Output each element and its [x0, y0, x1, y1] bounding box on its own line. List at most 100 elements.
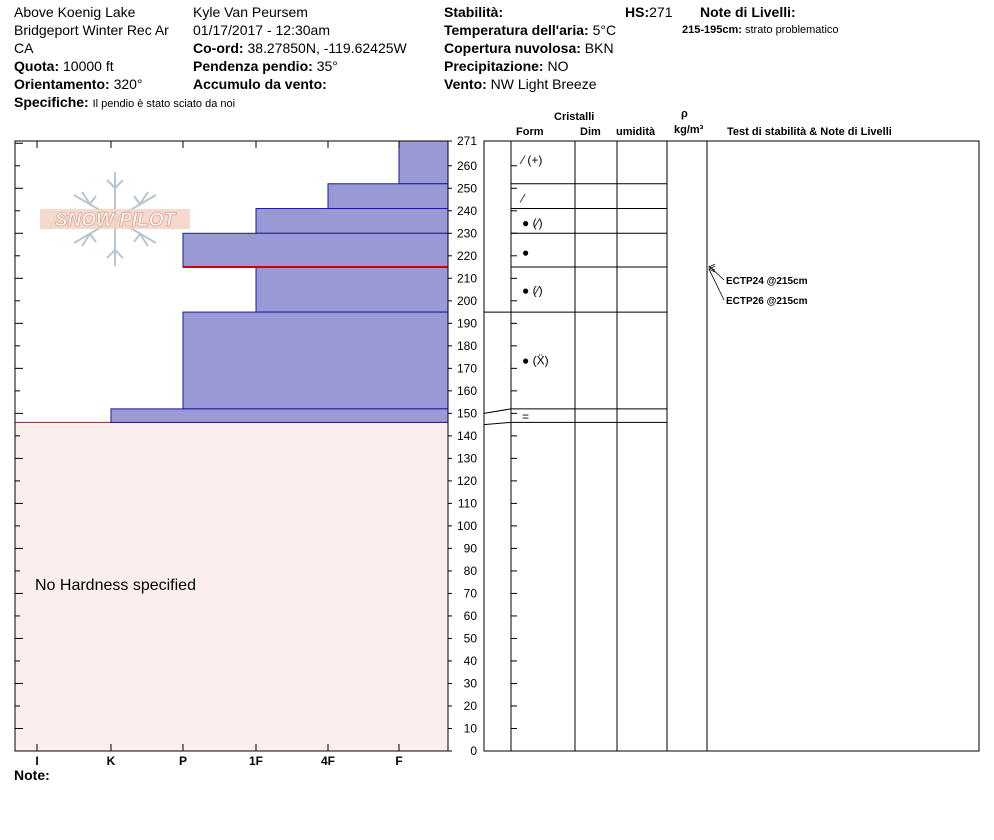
region: Bridgeport Winter Rec Ar	[14, 22, 169, 38]
unspecified-hardness-area	[15, 422, 448, 751]
crystal-form-symbol: ● (⁄)	[522, 216, 543, 230]
crystal-form-symbol: ⁄ (+)	[519, 153, 542, 167]
form-header: Form	[516, 126, 544, 138]
observation-datetime: 01/17/2017 - 12:30am	[193, 22, 330, 38]
depth-tick-label: 10	[464, 721, 478, 735]
snowpilot-logo: SNOW PILOT	[40, 172, 190, 266]
stability-test-arrow	[708, 268, 725, 301]
precip-label: Precipitazione:	[444, 58, 544, 74]
coord-label: Co-ord:	[193, 40, 244, 56]
slope-label: Pendenza pendio:	[193, 58, 313, 74]
crystal-layer-rows	[483, 140, 667, 426]
hardness-layer-bar	[398, 140, 449, 185]
dim-header: Dim	[580, 126, 601, 138]
density-unit-header: kg/m³	[674, 124, 704, 136]
depth-tick-label: 30	[464, 676, 478, 690]
depth-connector-line	[483, 421, 512, 426]
depth-tick-label: 130	[457, 451, 477, 465]
hardness-tick-label: I	[35, 754, 38, 768]
rho-header: ρ	[681, 108, 688, 120]
stability-label: Stabilità:	[444, 4, 504, 20]
depth-tick-label: 180	[457, 339, 477, 353]
hardness-tick-label: 1F	[249, 754, 263, 768]
hardness-layer-bar	[255, 266, 449, 313]
hardness-tick-label: F	[395, 754, 402, 768]
layer-notes-label: Note di Livelli:	[700, 4, 796, 20]
aspect: Orientamento: 320°	[14, 76, 143, 92]
depth-tick-label: 220	[457, 249, 477, 263]
hardness-layer-bar	[255, 208, 449, 234]
slope-angle: Pendenza pendio: 35°	[193, 58, 338, 74]
air-temp-value: 5°C	[592, 22, 617, 38]
hs-value: 271	[649, 4, 673, 20]
hardness-layers	[15, 140, 449, 751]
specifics-label: Specifiche:	[14, 94, 89, 110]
crystal-form-symbol: ● (Ẍ)	[522, 353, 549, 367]
crystal-form-symbol: =	[522, 410, 529, 424]
cloud-cover: Copertura nuvolosa: BKN	[444, 40, 614, 56]
hardness-axis: I K P 1F 4F F	[35, 141, 403, 768]
aspect-label: Orientamento:	[14, 76, 110, 92]
depth-tick-label: 0	[470, 744, 477, 758]
wind-value: NW Light Breeze	[490, 76, 597, 92]
coordinates: Co-ord: 38.27850N, -119.62425W	[193, 40, 407, 56]
slope-value: 35°	[316, 58, 338, 74]
crystal-form-symbol: ⁄	[519, 191, 526, 205]
depth-tick-label: 50	[464, 631, 478, 645]
profile-table-frame	[483, 140, 980, 752]
depth-tick-label: 80	[464, 564, 478, 578]
hardness-tick-label: P	[179, 754, 187, 768]
hardness-layer-bar	[182, 311, 449, 410]
depth-tick-label: 200	[457, 294, 477, 308]
location-name: Above Koenig Lake	[14, 4, 136, 20]
air-temperature: Temperatura dell'aria: 5°C	[444, 22, 616, 38]
state: CA	[14, 40, 34, 56]
moisture-header: umidità	[616, 126, 656, 138]
elevation-value: 10000 ft	[63, 58, 114, 74]
note-label: Note:	[14, 767, 50, 783]
crystal-form-symbol: ●	[522, 245, 529, 259]
stability-test-label: ECTP26 @215cm	[726, 296, 808, 307]
depth-tick-label: 230	[457, 226, 477, 240]
elevation-label: Quota:	[14, 58, 60, 74]
observer: Kyle Van Peursem	[193, 4, 308, 20]
depth-tick-label: 20	[464, 699, 478, 713]
logo-text: SNOW PILOT	[55, 210, 177, 231]
left-axis-ticks	[15, 142, 23, 752]
crystals-header: Cristalli	[554, 111, 595, 123]
air-temp-label: Temperatura dell'aria:	[444, 22, 589, 38]
stability-test-arrowhead	[708, 263, 716, 271]
wind-label: Vento:	[444, 76, 487, 92]
depth-tick-label: 170	[457, 361, 477, 375]
tests-notes-header: Test di stabilità & Note di Livelli	[727, 126, 892, 138]
depth-tick-label: 70	[464, 586, 478, 600]
depth-tick-label: 271	[457, 134, 477, 148]
stability-test-label: ECTP24 @215cm	[726, 276, 808, 287]
depth-tick-label: 120	[457, 474, 477, 488]
hardness-layer-bar	[182, 232, 449, 268]
hardness-tick-label: 4F	[321, 754, 335, 768]
depth-tick-label: 60	[464, 609, 478, 623]
precip-value: NO	[547, 58, 569, 74]
depth-tick-label: 190	[457, 316, 477, 330]
hardness-layer-bar	[327, 183, 449, 210]
stability-test-arrowhead	[708, 265, 716, 273]
layer-note-depth: 215-195cm:	[682, 24, 742, 36]
depth-tick-label: 160	[457, 384, 477, 398]
depth-tick-label: 100	[457, 519, 477, 533]
depth-tick-label: 150	[457, 406, 477, 420]
depth-tick-label: 110	[458, 496, 477, 510]
crystal-form-symbol: ● (⁄)	[522, 284, 543, 298]
precipitation: Precipitazione: NO	[444, 58, 568, 74]
cloud-label: Copertura nuvolosa:	[444, 40, 581, 56]
layer-note-text: strato problematico	[745, 24, 839, 36]
cloud-value: BKN	[584, 40, 614, 56]
hardness-tick-label: K	[107, 754, 116, 768]
depth-tick-label: 260	[457, 159, 477, 173]
wind: Vento: NW Light Breeze	[444, 76, 597, 92]
depth-tick-label: 210	[457, 271, 477, 285]
coord-value: 38.27850N, -119.62425W	[247, 40, 407, 56]
crystal-form-symbols: ⁄ (+) ⁄ ● (⁄) ● ● (⁄) ● (Ẍ) =	[519, 153, 549, 424]
elevation: Quota: 10000 ft	[14, 58, 114, 74]
